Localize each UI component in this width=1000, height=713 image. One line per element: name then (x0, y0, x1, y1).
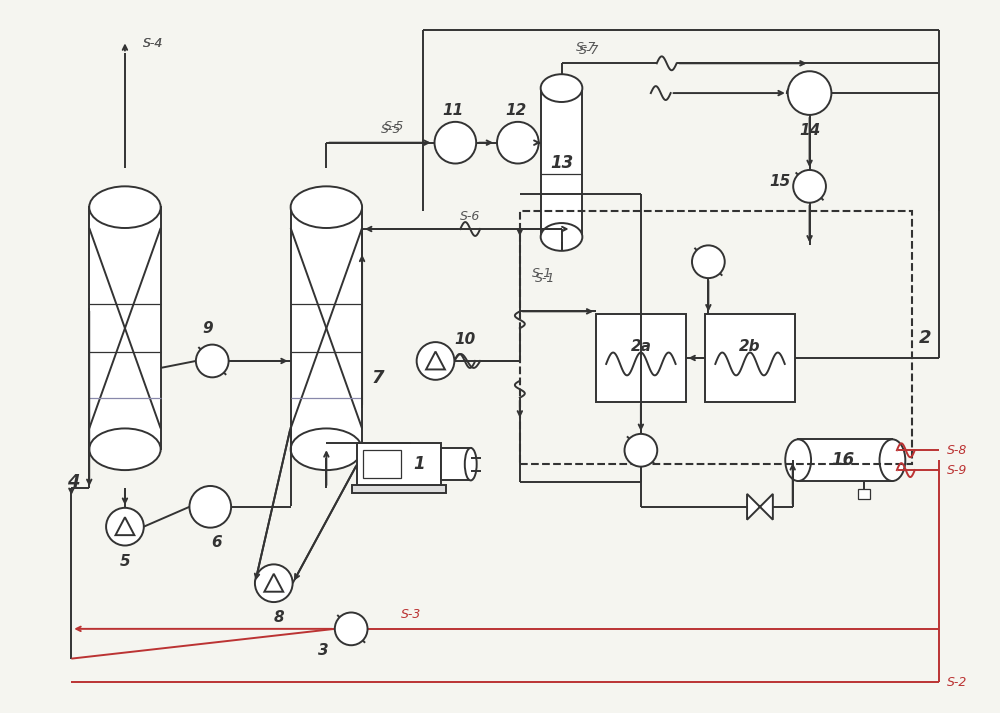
Ellipse shape (541, 74, 582, 102)
Bar (705, 314, 795, 401)
Text: S-4: S-4 (143, 37, 163, 50)
Text: S-4: S-4 (143, 37, 163, 50)
Text: 13: 13 (550, 153, 573, 172)
Circle shape (255, 565, 293, 602)
Bar (291, 207, 362, 449)
Circle shape (793, 170, 826, 202)
Text: 12: 12 (505, 103, 527, 118)
Text: S-6: S-6 (460, 210, 480, 222)
Ellipse shape (880, 439, 905, 481)
Text: 16: 16 (832, 451, 855, 469)
Ellipse shape (785, 439, 811, 481)
Text: 8: 8 (273, 610, 284, 625)
Ellipse shape (541, 223, 582, 251)
Ellipse shape (291, 429, 362, 470)
Polygon shape (116, 517, 134, 535)
Bar (363, 451, 401, 478)
Circle shape (435, 122, 476, 163)
Bar (520, 211, 912, 464)
Text: 2a: 2a (630, 339, 651, 354)
Text: 10: 10 (455, 332, 476, 347)
Bar (441, 448, 471, 481)
Circle shape (189, 486, 231, 528)
Bar (596, 314, 686, 401)
Text: 7: 7 (372, 369, 384, 387)
Text: 4: 4 (67, 473, 80, 491)
Text: S-7: S-7 (579, 44, 600, 57)
Text: 1: 1 (413, 455, 424, 473)
Text: 14: 14 (799, 123, 820, 138)
Text: 5: 5 (120, 554, 130, 569)
Text: S-9: S-9 (946, 463, 967, 476)
Circle shape (335, 612, 368, 645)
Circle shape (417, 342, 454, 380)
Circle shape (196, 344, 229, 377)
Text: 2b: 2b (739, 339, 761, 354)
Text: 2: 2 (919, 329, 931, 347)
Bar (798, 439, 892, 481)
Text: S-1: S-1 (535, 272, 555, 285)
Bar (858, 489, 870, 499)
Ellipse shape (465, 448, 477, 481)
Text: S-2: S-2 (946, 676, 967, 689)
Bar (357, 443, 441, 485)
Text: S-1: S-1 (532, 267, 552, 280)
Circle shape (497, 122, 539, 163)
Ellipse shape (291, 186, 362, 228)
Polygon shape (747, 494, 773, 520)
Polygon shape (264, 574, 283, 592)
Circle shape (692, 245, 725, 278)
Text: 9: 9 (202, 321, 213, 336)
Bar (89, 207, 161, 449)
Text: S-3: S-3 (401, 608, 421, 622)
Text: S-8: S-8 (946, 443, 967, 457)
Bar (352, 485, 446, 493)
Ellipse shape (89, 186, 161, 228)
Circle shape (788, 71, 831, 115)
Text: S-5: S-5 (381, 123, 401, 136)
Circle shape (625, 434, 657, 466)
Ellipse shape (89, 429, 161, 470)
Bar (541, 88, 582, 237)
Circle shape (106, 508, 144, 545)
Text: S-7: S-7 (576, 41, 597, 54)
Text: S-5: S-5 (384, 120, 404, 133)
Text: 11: 11 (443, 103, 464, 118)
Text: 3: 3 (318, 643, 329, 658)
Text: 15: 15 (769, 174, 790, 189)
Polygon shape (426, 352, 445, 369)
Text: 6: 6 (211, 535, 222, 550)
